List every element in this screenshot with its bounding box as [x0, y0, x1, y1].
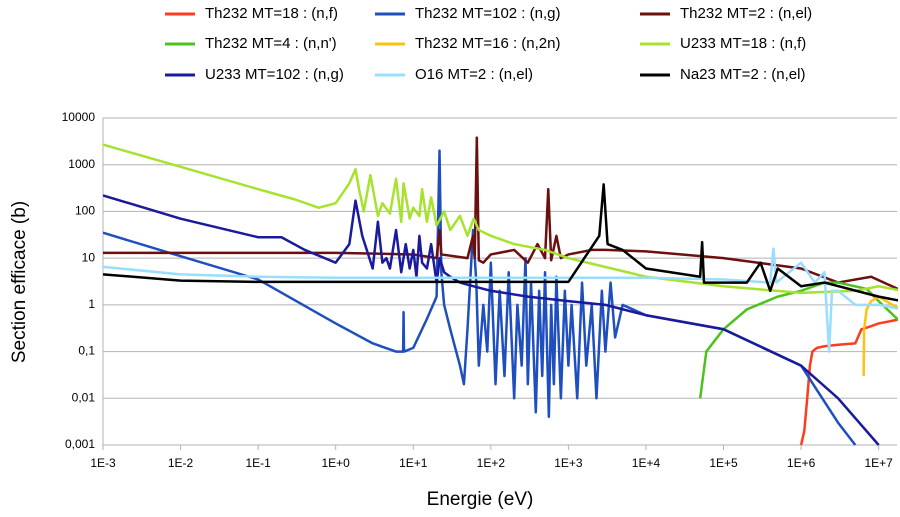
legend-label: Th232 MT=16 : (n,2n)	[415, 35, 561, 52]
x-tick-label: 1E+2	[477, 456, 506, 470]
series-line	[103, 247, 898, 353]
legend-label: U233 MT=102 : (n,g)	[205, 66, 344, 83]
legend-label: Th232 MT=4 : (n,n')	[205, 35, 337, 52]
y-tick-label: 1000	[68, 157, 95, 171]
x-tick-label: 1E+7	[864, 456, 893, 470]
x-tick-label: 1E+5	[709, 456, 738, 470]
x-tick-label: 1E-3	[90, 456, 116, 470]
legend-label: O16 MT=2 : (n,el)	[415, 66, 533, 83]
series-line	[103, 149, 857, 446]
series-line	[799, 318, 898, 446]
y-tick-label: 10000	[62, 110, 96, 124]
x-tick-label: 1E-2	[168, 456, 194, 470]
y-tick-label: 0,1	[78, 344, 95, 358]
series-line	[862, 295, 898, 377]
x-tick-label: 1E-1	[245, 456, 271, 470]
x-tick-label: 1E+1	[399, 456, 428, 470]
legend-label: Na23 MT=2 : (n,el)	[680, 66, 805, 83]
y-tick-label: 100	[75, 204, 95, 218]
series-line	[103, 143, 898, 295]
series-line	[698, 281, 898, 399]
legend-label: Th232 MT=18 : (n,f)	[205, 5, 338, 22]
y-tick-label: 0,001	[65, 437, 95, 451]
legend-label: Th232 MT=102 : (n,g)	[415, 5, 561, 22]
plot-area	[103, 136, 898, 446]
y-tick-label: 0,01	[72, 390, 96, 404]
x-axis-title: Energie (eV)	[427, 489, 534, 510]
x-tick-label: 1E+3	[554, 456, 583, 470]
series-line	[103, 194, 880, 446]
x-tick-label: 1E+4	[632, 456, 661, 470]
y-tick-label: 1	[88, 297, 95, 311]
x-tick-label: 1E+6	[787, 456, 816, 470]
legend-label: U233 MT=18 : (n,f)	[680, 35, 806, 52]
series-line	[103, 183, 898, 302]
y-axis-title: Section efficace (b)	[9, 201, 30, 363]
series-line	[103, 136, 898, 291]
x-tick-label: 1E+0	[322, 456, 351, 470]
y-tick-label: 10	[82, 250, 96, 264]
legend-label: Th232 MT=2 : (n,el)	[680, 5, 812, 22]
